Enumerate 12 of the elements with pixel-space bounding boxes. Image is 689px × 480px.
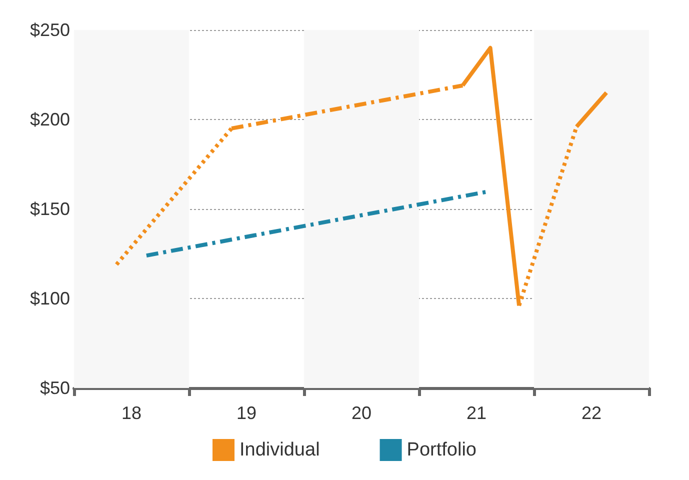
legend-label: Portfolio	[406, 440, 476, 460]
y-tick-label: $50	[40, 378, 70, 398]
y-tick-label: $200	[30, 110, 70, 130]
x-tick-label: 22	[581, 403, 602, 423]
x-tick-label: 18	[121, 403, 142, 423]
x-tick-label: 19	[236, 403, 257, 423]
x-tick-label: 21	[466, 403, 487, 423]
x-tick-label: 20	[351, 403, 372, 423]
y-tick-label: $250	[30, 20, 70, 40]
y-tick-label: $150	[30, 199, 70, 219]
y-tick-label: $100	[30, 288, 70, 308]
legend-label: Individual	[240, 440, 320, 460]
